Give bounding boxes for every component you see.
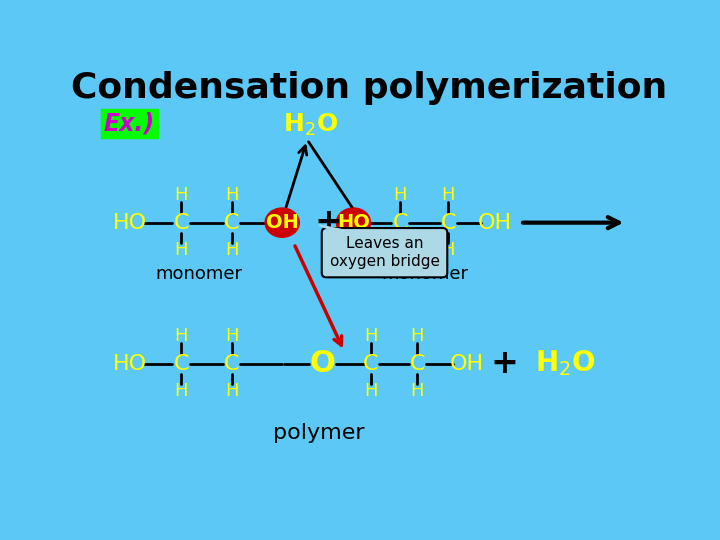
- Text: C: C: [409, 354, 425, 374]
- Text: OH: OH: [266, 213, 299, 232]
- Text: H: H: [175, 186, 188, 204]
- Text: H: H: [410, 327, 424, 345]
- Text: monomer: monomer: [382, 265, 468, 284]
- Text: OH: OH: [477, 213, 512, 233]
- Text: H: H: [393, 241, 407, 259]
- Text: H: H: [175, 241, 188, 259]
- Text: H: H: [364, 327, 377, 345]
- Ellipse shape: [265, 208, 300, 237]
- Text: H: H: [364, 382, 377, 400]
- Text: C: C: [224, 354, 240, 374]
- Text: HO: HO: [337, 213, 370, 232]
- Text: C: C: [392, 213, 408, 233]
- Text: polymer: polymer: [273, 423, 364, 443]
- Text: H: H: [225, 327, 238, 345]
- FancyBboxPatch shape: [101, 109, 158, 138]
- Text: H: H: [225, 382, 238, 400]
- Text: H: H: [393, 186, 407, 204]
- Text: O: O: [310, 349, 336, 378]
- Text: +: +: [315, 206, 343, 239]
- Text: HO: HO: [113, 213, 148, 233]
- Text: C: C: [174, 354, 189, 374]
- Text: Condensation polymerization: Condensation polymerization: [71, 71, 667, 105]
- Ellipse shape: [336, 208, 371, 237]
- Text: monomer: monomer: [155, 265, 242, 284]
- Text: H: H: [175, 382, 188, 400]
- Text: H$_2$O: H$_2$O: [535, 349, 595, 379]
- Text: C: C: [174, 213, 189, 233]
- Text: C: C: [363, 354, 378, 374]
- Text: C: C: [224, 213, 240, 233]
- Polygon shape: [319, 225, 346, 233]
- Text: H: H: [410, 382, 424, 400]
- Text: H$_2$O: H$_2$O: [284, 112, 338, 138]
- Text: Ex.): Ex.): [104, 111, 155, 136]
- Text: OH: OH: [449, 354, 484, 374]
- Text: Leaves an
oxygen bridge: Leaves an oxygen bridge: [330, 237, 439, 269]
- FancyBboxPatch shape: [322, 228, 447, 278]
- Text: HO: HO: [113, 354, 148, 374]
- Text: C: C: [441, 213, 456, 233]
- Text: H: H: [441, 186, 455, 204]
- Text: H: H: [175, 327, 188, 345]
- Text: H: H: [225, 186, 238, 204]
- Text: +: +: [491, 347, 518, 380]
- Text: H: H: [225, 241, 238, 259]
- Text: H: H: [441, 241, 455, 259]
